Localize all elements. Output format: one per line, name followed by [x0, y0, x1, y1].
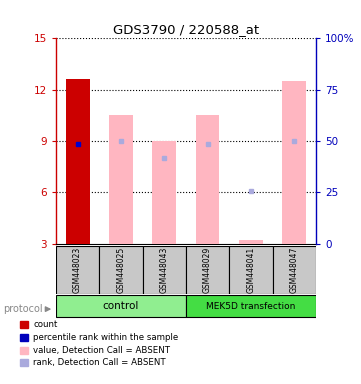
Bar	[56, 246, 99, 294]
Bar	[152, 141, 176, 244]
Bar	[66, 79, 90, 244]
Text: GSM448047: GSM448047	[290, 247, 299, 293]
Text: GSM448029: GSM448029	[203, 247, 212, 293]
Text: GSM448023: GSM448023	[73, 247, 82, 293]
Bar	[273, 246, 316, 294]
Text: value, Detection Call = ABSENT: value, Detection Call = ABSENT	[33, 346, 170, 355]
Text: percentile rank within the sample: percentile rank within the sample	[33, 333, 178, 342]
Title: GDS3790 / 220588_at: GDS3790 / 220588_at	[113, 23, 259, 36]
Bar	[99, 246, 143, 294]
Bar	[282, 81, 306, 244]
Text: control: control	[103, 301, 139, 311]
Bar	[186, 246, 229, 294]
Bar	[56, 295, 186, 318]
Text: rank, Detection Call = ABSENT: rank, Detection Call = ABSENT	[33, 358, 166, 367]
Bar	[229, 246, 273, 294]
Text: GSM448043: GSM448043	[160, 247, 169, 293]
Bar	[186, 295, 316, 318]
Text: MEK5D transfection: MEK5D transfection	[206, 302, 296, 311]
Text: count: count	[33, 320, 58, 329]
Bar	[109, 116, 133, 244]
Bar	[239, 240, 263, 244]
Bar	[143, 246, 186, 294]
Bar	[196, 116, 219, 244]
Text: protocol: protocol	[4, 304, 43, 314]
Text: GSM448025: GSM448025	[117, 247, 125, 293]
Text: GSM448041: GSM448041	[247, 247, 255, 293]
